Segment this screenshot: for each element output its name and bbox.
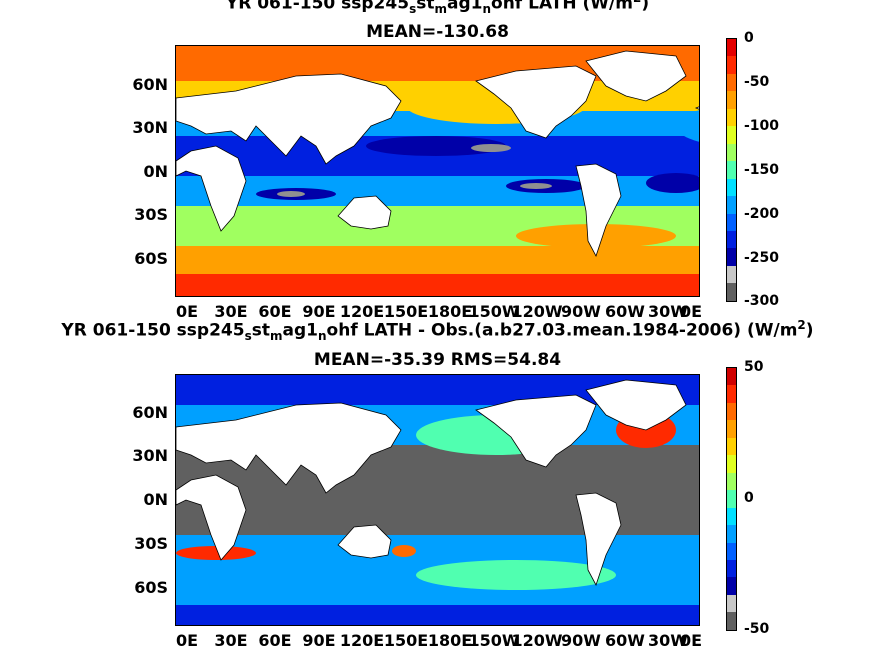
colorbar-segment [727,385,736,403]
panel2-lon-label: 120E [339,631,385,650]
colorbar-segment [727,178,736,197]
panel2-lat-label-30n: 30N [132,446,168,465]
panel1-lon-label: 90W [561,302,601,321]
panel2-lat-label-60n: 60N [132,403,168,422]
colorbar-segment [727,126,736,144]
panel1-lat-label-0n: 0N [143,162,168,181]
colorbar-segment [727,437,736,456]
colorbar-segment [727,39,736,57]
panel1-lat-label-60n: 60N [132,75,168,94]
panel2-lat-label-60s: 60S [134,578,168,597]
panel2-colorbar-label: 0 [744,490,754,506]
panel1-colorbar-label: -50 [744,74,770,90]
colorbar-segment [727,248,736,266]
panel1-lon-label: 150E [383,302,429,321]
colorbar-segment [727,594,736,613]
colorbar-segment [727,472,736,491]
panel2-colorbar-label: -50 [744,621,770,637]
panel1-colorbar-label: -100 [744,118,780,134]
panel1-lon-label: 120W [511,302,563,321]
colorbar-segment [727,56,736,74]
panel1-lon-label: 90E [302,302,336,321]
panel1-colorbar-label: -200 [744,206,780,222]
colorbar-segment [727,402,736,421]
colorbar-segment [727,230,736,249]
colorbar-segment [727,525,736,543]
colorbar-segment [727,196,736,214]
colorbar-segment [727,420,736,438]
panel1-lon-label: 60E [258,302,292,321]
colorbar-segment [727,108,736,127]
panel1-lat-label-30s: 30S [134,205,168,224]
panel1-map-svg [176,46,699,296]
panel2-lat-label-30s: 30S [134,534,168,553]
colorbar-segment [727,213,736,231]
colorbar-segment [727,265,736,284]
panel1-lon-label: 30W [648,302,688,321]
panel2-lon-label: 90W [561,631,601,650]
panel1-lat-label-60s: 60S [134,249,168,268]
panel2-colorbar [726,367,737,631]
colorbar-segment [727,507,736,526]
panel2-lon-label: 60E [258,631,292,650]
panel2-lon-label: 0E [175,631,199,650]
panel2-lon-label: 30W [648,631,688,650]
panel2-title-line2: MEAN=-35.39 RMS=54.84 [313,350,562,370]
panel1-lon-label: 150W [468,302,520,321]
panel1-title-line2: MEAN=-130.68 [366,22,509,42]
panel1-title-line1: YR 061-150 ssp245sstmag1nohf LATH (W/m2) [225,0,650,17]
colorbar-segment [727,490,736,508]
panel1-colorbar [726,38,737,302]
panel2-lon-label: 150E [383,631,429,650]
panel1-colorbar-label: -300 [744,293,780,309]
colorbar-segment [727,559,736,578]
panel2-title-line1: YR 061-150 ssp245sstmag1nohf LATH - Obs.… [61,318,814,344]
colorbar-segment [727,612,736,630]
colorbar-segment [727,143,736,162]
panel2-colorbar-label: 50 [744,359,764,375]
panel1-map [175,45,700,297]
panel2-lon-label: 120W [511,631,563,650]
panel2-lon-label: 90E [302,631,336,650]
colorbar-segment [727,542,736,560]
panel2-map [175,374,700,626]
colorbar-segment [727,283,736,301]
panel1-lon-label: 180E [427,302,473,321]
panel1-colorbar-label: 0 [744,30,754,46]
colorbar-segment [727,455,736,473]
panel2-lon-label: 180E [427,631,473,650]
panel1-colorbar-label: -250 [744,250,780,266]
panel1-lon-label: 0E [175,302,199,321]
panel1-lat-label-30n: 30N [132,118,168,137]
panel1-lon-label: 30E [214,302,248,321]
colorbar-segment [727,161,736,179]
panel1-colorbar-label: -150 [744,162,780,178]
panel2-lon-label: 150W [468,631,520,650]
colorbar-segment [727,91,736,109]
colorbar-segment [727,577,736,595]
colorbar-segment [727,73,736,92]
panel1-lon-label: 60W [605,302,645,321]
panel1-lon-label: 0E [679,302,703,321]
panel1-lon-label: 120E [339,302,385,321]
colorbar-segment [727,368,736,386]
panel2-lat-label-0n: 0N [143,490,168,509]
panel2-lon-label: 60W [605,631,645,650]
panel2-lon-label: 30E [214,631,248,650]
panel2-map-svg [176,375,699,625]
panel2-lon-label: 0E [679,631,703,650]
